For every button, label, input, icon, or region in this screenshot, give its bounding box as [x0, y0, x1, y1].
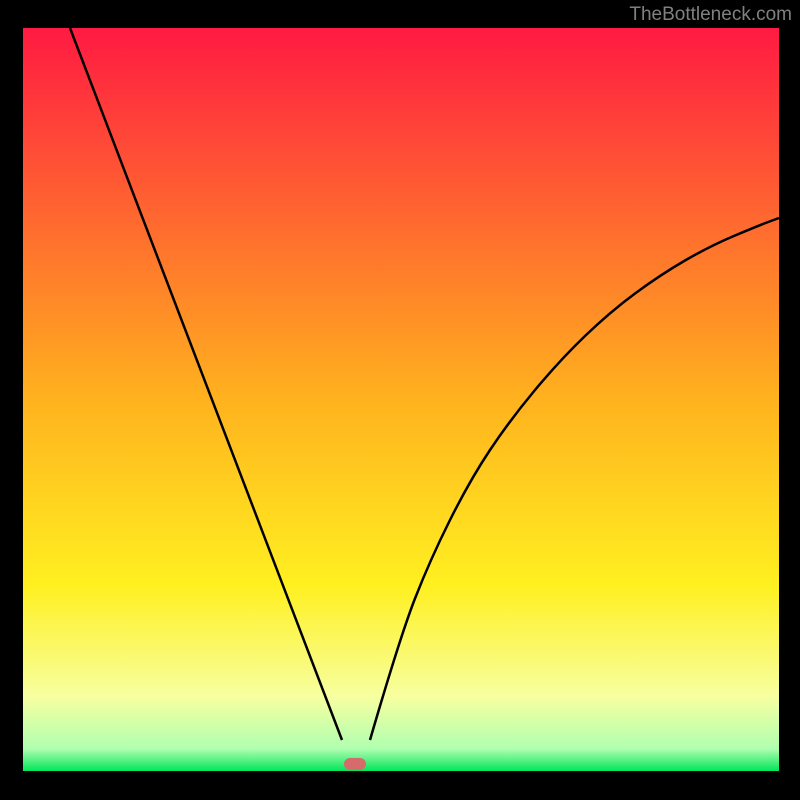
- curve-layer: [0, 0, 800, 800]
- curve-left-branch: [70, 28, 342, 740]
- valley-marker: [344, 758, 366, 770]
- curve-right-branch: [370, 218, 779, 740]
- watermark-text: TheBottleneck.com: [629, 4, 792, 26]
